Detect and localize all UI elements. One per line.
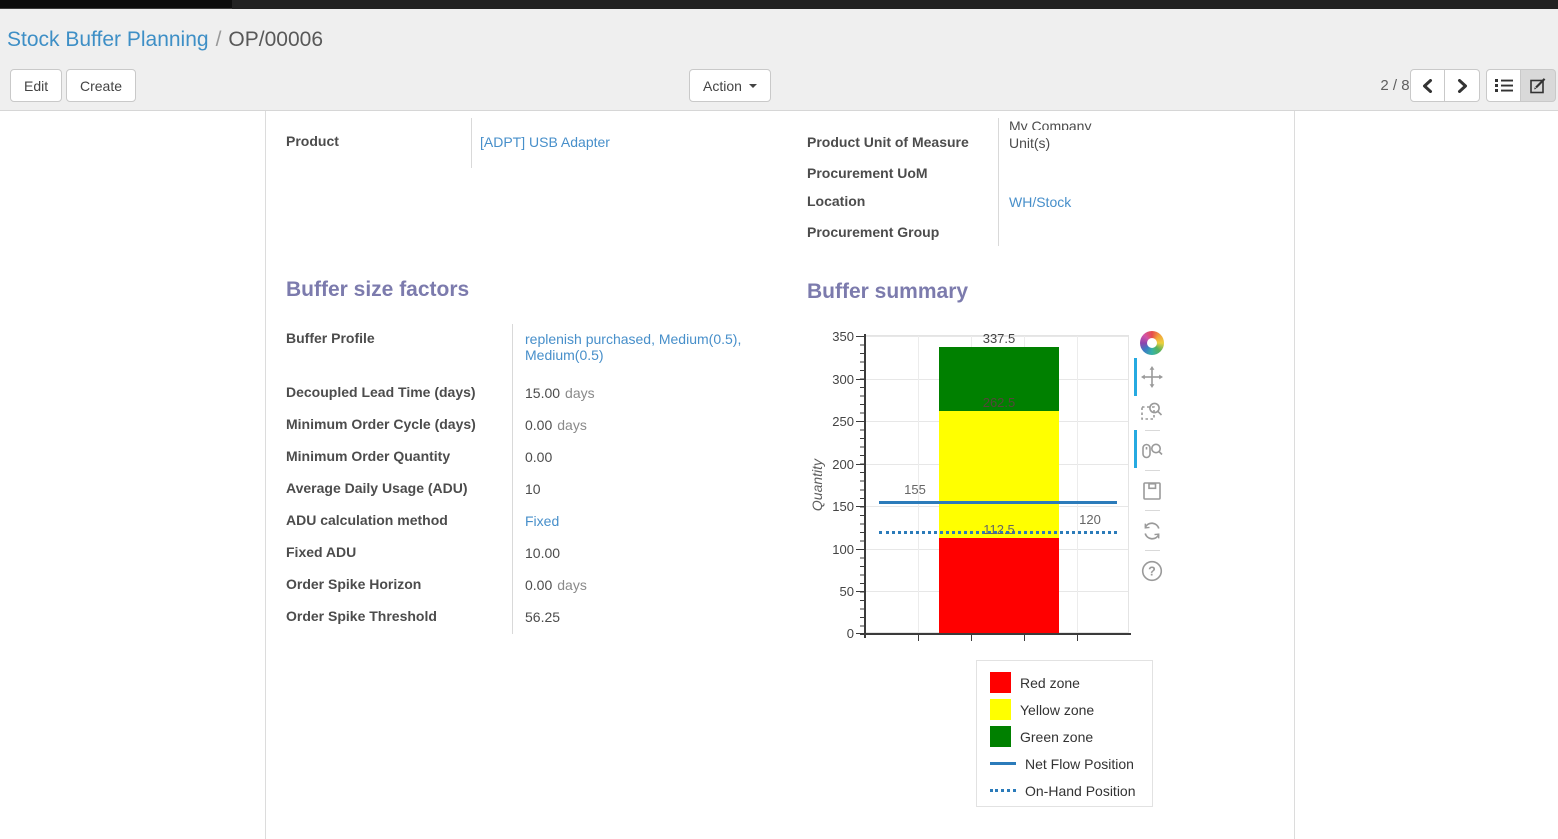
legend-item-green-zone: Green zone [990,723,1152,750]
y-tick-100: 100 [832,542,854,557]
y-tick-200: 200 [832,457,854,472]
y-tick-0: 0 [846,626,854,641]
annotation-on-hand: 120 [1079,512,1101,527]
reset-tool-icon[interactable] [1139,518,1165,544]
chevron-left-icon [1423,78,1432,93]
field-row-min-order-qty: Minimum Order Quantity 0.00 [286,442,806,474]
field-row-spike-horizon: Order Spike Horizon 0.00 days [286,570,806,602]
edit-button[interactable]: Edit [10,69,63,102]
pan-tool-icon[interactable] [1139,364,1165,390]
form-view-button[interactable] [1521,69,1556,102]
edit-pencil-icon [1529,78,1545,94]
svg-text:?: ? [1148,565,1156,579]
net-flow-position-line [879,501,1117,504]
field-row-adu: Average Daily Usage (ADU) 10 [286,474,806,506]
location-link[interactable]: WH/Stock [1009,194,1072,210]
legend-item-red-zone: Red zone [990,669,1152,696]
on-hand-position-line [879,531,1117,534]
form-sheet: Product [ADPT] USB Adapter My Company Pr… [265,111,1295,839]
chart-legend: Red zone Yellow zone Green zone Net Flow… [976,660,1153,807]
bokeh-logo-icon[interactable] [1139,330,1165,356]
field-row-fixed-adu: Fixed ADU 10.00 [286,538,806,570]
field-row-product-uom: Product Unit of Measure Unit(s) [807,130,1285,161]
y-axis-label: Quantity [809,458,825,512]
solid-line-swatch [990,762,1016,765]
section-title-buffer-size-factors: Buffer size factors [286,278,470,301]
clipped-company-value: My Company [1009,118,1092,130]
action-dropdown-button[interactable]: Action [689,69,771,102]
annotation-yellow-top: 262.5 [982,395,1016,410]
y-tick-250: 250 [832,414,854,429]
red-zone-bar [939,538,1059,634]
buffer-summary-chart-plot-area[interactable]: 337.5 262.5 112.5 155 120 350 300 250 20… [809,329,1131,641]
field-row-location: Location WH/Stock [807,189,1285,220]
field-row-product: Product [ADPT] USB Adapter [286,118,766,168]
field-group-right: My Company Product Unit of Measure Unit(… [807,118,1285,246]
breadcrumb-separator: / [215,28,222,51]
field-row-adu-method: ADU calculation method Fixed [286,506,806,538]
field-value-product: [ADPT] USB Adapter [471,118,766,168]
buffer-profile-link[interactable]: replenish purchased, Medium(0.5), Medium… [525,331,742,363]
pager-counter: 2 / 8 [1380,77,1410,94]
section-title-buffer-summary: Buffer summary [807,280,969,303]
legend-item-on-hand: On-Hand Position [990,777,1152,804]
top-system-bar-left-segment [0,0,232,9]
pager-next-button[interactable] [1445,69,1480,102]
y-tick-350: 350 [832,329,854,344]
action-label: Action [703,77,742,94]
yellow-zone-bar [939,411,1059,538]
field-row-min-order-cycle: Minimum Order Cycle (days) 0.00 days [286,410,806,442]
y-tick-50: 50 [839,584,854,599]
pager-previous-button[interactable] [1410,69,1445,102]
legend-item-yellow-zone: Yellow zone [990,696,1152,723]
product-link[interactable]: [ADPT] USB Adapter [480,134,610,150]
field-row-dlt: Decoupled Lead Time (days) 15.00 days [286,378,806,410]
field-row-clipped-company: My Company [807,118,1285,130]
box-zoom-tool-icon[interactable] [1139,398,1165,424]
dotted-line-swatch [990,789,1016,792]
annotation-red-top: 112.5 [983,522,1015,537]
wheel-zoom-tool-icon[interactable] [1139,438,1165,464]
breadcrumb: Stock Buffer Planning / OP/00006 [7,28,323,52]
y-tick-300: 300 [832,372,854,387]
field-row-buffer-profile: Buffer Profile replenish purchased, Medi… [286,324,806,378]
field-row-procurement-group: Procurement Group [807,220,1285,246]
red-swatch [990,672,1011,693]
field-group-left: Product [ADPT] USB Adapter [286,118,766,168]
list-icon [1494,79,1513,92]
adu-method-link[interactable]: Fixed [525,513,560,529]
pager-nav-group [1410,69,1480,102]
buffer-size-factors-table: Buffer Profile replenish purchased, Medi… [286,324,806,634]
field-label-product: Product [286,133,339,149]
caret-down-icon [748,83,757,88]
breadcrumb-current: OP/00006 [228,28,323,51]
annotation-green-top: 337.5 [982,331,1016,346]
pan-tool-active-indicator [1134,358,1137,396]
y-tick-150: 150 [832,499,854,514]
view-switcher [1486,69,1556,102]
yellow-swatch [990,699,1011,720]
control-panel: Stock Buffer Planning / OP/00006 Edit Crea… [0,9,1558,111]
top-system-bar [0,0,1558,9]
chevron-right-icon [1457,78,1467,93]
save-tool-icon[interactable] [1139,478,1165,504]
list-view-button[interactable] [1486,69,1521,102]
legend-item-net-flow: Net Flow Position [990,750,1152,777]
field-row-procurement-uom: Procurement UoM [807,161,1285,189]
create-button[interactable]: Create [66,69,137,102]
field-row-spike-threshold: Order Spike Threshold 56.25 [286,602,806,634]
wheel-zoom-active-indicator [1134,430,1137,468]
breadcrumb-parent-link[interactable]: Stock Buffer Planning [7,28,209,51]
help-tool-icon[interactable]: ? [1139,558,1165,584]
green-zone-bar [939,347,1059,411]
annotation-net-flow: 155 [904,482,926,497]
green-swatch [990,726,1011,747]
chart-toolbar: ? [1138,330,1166,592]
